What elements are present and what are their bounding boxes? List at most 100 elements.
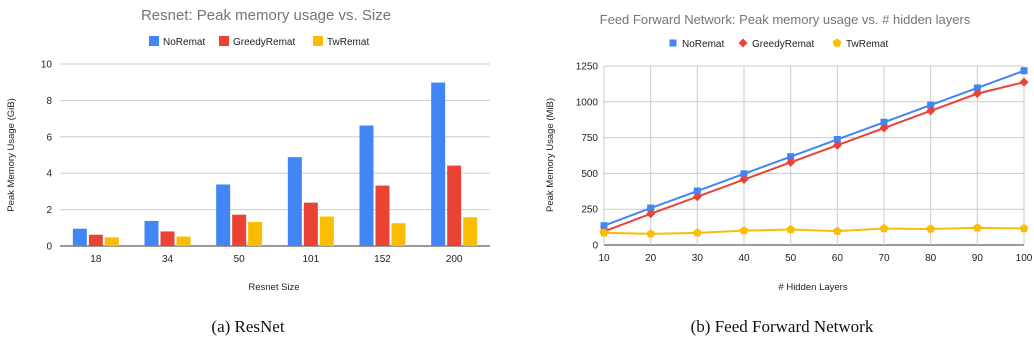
legend-item-twremat: TwRemat <box>832 38 888 50</box>
bar-twremat-152 <box>391 223 406 246</box>
x-tick-label: 80 <box>925 253 937 264</box>
legend-item-greedyremat: GreedyRemat <box>738 38 814 50</box>
x-tick-label: 10 <box>598 253 610 264</box>
bar-greedyremat-152 <box>375 185 390 246</box>
point-noremat-10 <box>600 222 608 230</box>
legend-label: GreedyRemat <box>233 37 295 48</box>
series-line-noremat <box>603 69 1025 227</box>
point-noremat-60 <box>833 135 841 143</box>
series-noremat <box>600 67 1028 230</box>
legend-swatch <box>313 36 323 46</box>
bar-noremat-200 <box>431 82 446 247</box>
x-tick-label: 40 <box>738 253 750 264</box>
x-tick-label: 90 <box>972 253 984 264</box>
chart-b-y-axis-label: Peak Memory Usage (MiB) <box>545 98 556 212</box>
point-twremat-30 <box>692 228 702 237</box>
bar-noremat-18 <box>72 228 87 246</box>
point-greedyremat-70 <box>879 123 889 133</box>
point-twremat-10 <box>599 228 609 237</box>
x-tick-label: 101 <box>302 254 319 265</box>
x-tick-label: 50 <box>234 254 246 265</box>
point-twremat-60 <box>832 226 842 235</box>
chart-a-legend: NoRemat GreedyRemat TwRemat <box>149 36 369 48</box>
point-noremat-70 <box>880 118 888 126</box>
y-tick-label: 10 <box>41 60 53 71</box>
point-noremat-40 <box>740 170 748 178</box>
x-tick-label: 60 <box>832 253 844 264</box>
point-twremat-90 <box>972 223 982 232</box>
chart-a-x-axis-label: Resnet Size <box>248 282 299 293</box>
x-tick-label: 18 <box>90 254 102 265</box>
y-tick-label: 2 <box>46 205 52 216</box>
point-twremat-20 <box>646 229 656 238</box>
legend-item-noremat: NoRemat <box>669 39 724 50</box>
chart-b-y-ticks: 0 250 500 750 1000 1250 <box>576 62 599 252</box>
legend-item-twremat: TwRemat <box>313 36 369 48</box>
chart-a-title: Resnet: Peak memory usage vs. Size <box>141 7 391 24</box>
series-greedyremat <box>599 77 1029 236</box>
x-tick-label: 34 <box>162 254 174 265</box>
series-line-twremat <box>603 226 1025 235</box>
legend-label: TwRemat <box>846 39 888 50</box>
chart-b-caption: (b) Feed Forward Network <box>691 317 874 336</box>
point-greedyremat-50 <box>786 157 796 167</box>
x-tick-label: 50 <box>785 253 797 264</box>
bar-twremat-101 <box>319 216 334 246</box>
chart-a-y-axis-label: Peak Memory Usage (GiB) <box>6 98 17 212</box>
point-noremat-50 <box>787 153 795 161</box>
y-tick-label: 1250 <box>576 62 599 73</box>
bar-twremat-18 <box>104 237 119 246</box>
legend-label: GreedyRemat <box>752 39 814 50</box>
chart-b-x-ticks: 10 20 30 40 50 60 70 80 90 100 <box>598 253 1032 264</box>
point-twremat-70 <box>879 223 889 233</box>
bar-greedyremat-34 <box>160 231 175 246</box>
point-noremat-30 <box>693 187 701 195</box>
legend-swatch <box>219 36 229 46</box>
ffn-line-chart: Feed Forward Network: Peak memory usage … <box>545 12 1033 336</box>
legend-item-noremat: NoRemat <box>149 36 205 48</box>
legend-swatch <box>149 36 159 46</box>
bar-noremat-101 <box>287 157 302 246</box>
bar-greedyremat-18 <box>88 234 103 246</box>
legend-marker <box>669 39 677 47</box>
y-tick-label: 0 <box>46 242 52 253</box>
point-greedyremat-40 <box>739 175 749 185</box>
x-tick-label: 100 <box>1016 253 1033 264</box>
legend-label: NoRemat <box>163 37 205 48</box>
bar-twremat-200 <box>463 217 478 246</box>
x-tick-label: 152 <box>374 254 391 265</box>
bar-greedyremat-50 <box>232 214 247 246</box>
y-tick-label: 500 <box>581 169 598 180</box>
point-greedyremat-60 <box>832 140 842 150</box>
point-greedyremat-100 <box>1019 77 1029 87</box>
point-noremat-20 <box>647 204 655 212</box>
point-twremat-50 <box>786 224 796 234</box>
chart-a-gridlines <box>60 63 490 247</box>
y-tick-label: 8 <box>46 96 52 107</box>
bar-noremat-152 <box>359 125 374 246</box>
point-greedyremat-20 <box>646 209 656 219</box>
series-line-greedyremat <box>603 81 1025 233</box>
y-tick-label: 6 <box>46 132 52 143</box>
y-tick-label: 4 <box>46 169 52 180</box>
point-greedyremat-90 <box>972 89 982 99</box>
point-twremat-40 <box>739 226 749 235</box>
bar-twremat-50 <box>248 221 263 246</box>
point-greedyremat-30 <box>692 192 702 202</box>
chart-b-series <box>599 67 1029 238</box>
legend-item-greedyremat: GreedyRemat <box>219 36 295 48</box>
series-twremat <box>599 223 1029 238</box>
y-tick-label: 250 <box>581 205 598 216</box>
chart-a-x-ticks: 18 34 50 101 152 200 <box>90 254 463 265</box>
bar-noremat-50 <box>216 184 231 246</box>
chart-a-bars <box>72 82 478 247</box>
chart-b-title: Feed Forward Network: Peak memory usage … <box>600 12 971 27</box>
legend-marker <box>832 38 842 47</box>
y-tick-label: 1000 <box>576 97 599 108</box>
bar-greedyremat-200 <box>447 165 462 246</box>
x-tick-label: 200 <box>446 254 463 265</box>
legend-label: NoRemat <box>682 39 724 50</box>
point-greedyremat-80 <box>926 106 936 116</box>
y-tick-label: 750 <box>581 133 598 144</box>
